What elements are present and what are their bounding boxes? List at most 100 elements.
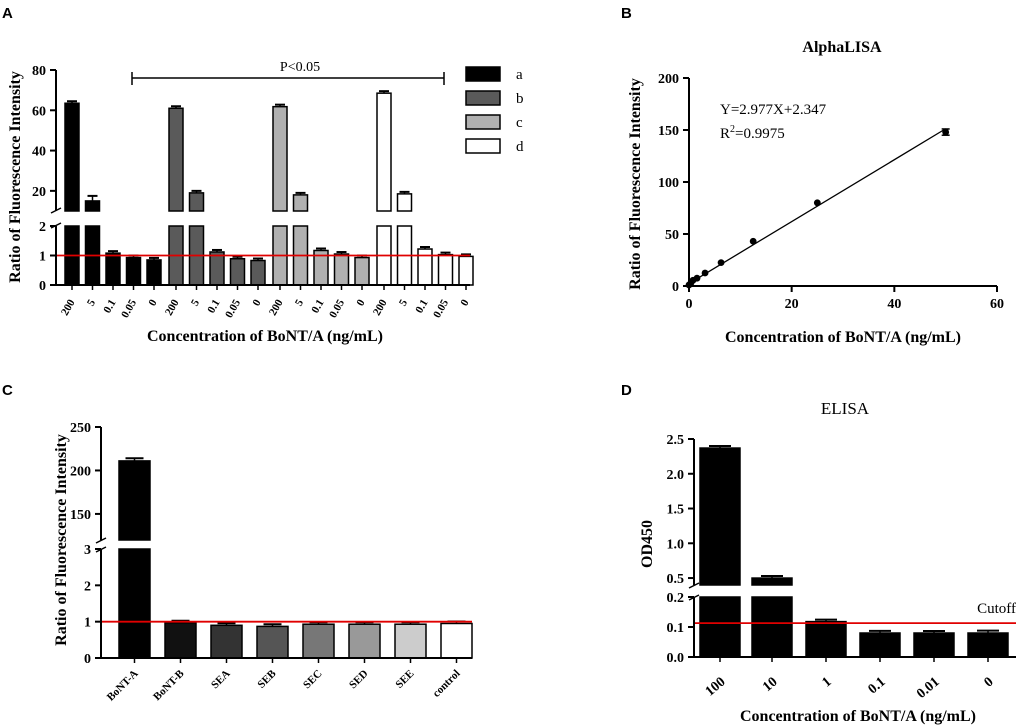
bar-a-a-2 <box>105 252 121 286</box>
bar-c-3 <box>256 625 289 659</box>
bar-d-0-lower <box>699 596 741 658</box>
y-tick-label-d-2.5: 2.5 <box>667 433 685 448</box>
r-squared-prefix-b: R <box>720 126 730 142</box>
x-tick-label-a-d-0: 200 <box>371 297 390 318</box>
x-tick-label-d-5: 0 <box>982 675 997 691</box>
bar-c-2 <box>210 624 243 659</box>
x-tick-label-a-a-3: 0.05 <box>119 297 139 320</box>
bar-a-b-2 <box>209 251 225 286</box>
equation-b: Y=2.977X+2.347 <box>720 102 827 118</box>
data-point-b-8 <box>942 128 950 136</box>
bar-c-1 <box>164 622 197 659</box>
bar-c-5 <box>348 623 381 659</box>
legend-label-b: b <box>516 91 524 107</box>
y-tick-label-c-0: 0 <box>84 652 91 667</box>
bar-a-a-0-upper <box>64 102 80 212</box>
bar-a-b-0-upper <box>168 107 184 212</box>
y-axis-title-d: OD450 <box>639 520 656 568</box>
x-tick-label-a-c-4: 0 <box>354 297 367 308</box>
x-tick-label-b-20: 20 <box>785 297 799 312</box>
x-tick-label-c-7: control <box>431 668 463 700</box>
legend-label-a: a <box>516 67 523 83</box>
y-tick-label-b-50: 50 <box>665 228 679 243</box>
bar-a-a-1-upper <box>84 200 101 212</box>
y-tick-label-a-2: 2 <box>39 220 46 235</box>
bar-a-d-0-upper <box>376 92 392 212</box>
x-tick-label-a-b-0: 200 <box>163 297 182 318</box>
bar-d-1-lower <box>751 596 793 658</box>
y-tick-label-a-60: 60 <box>32 104 46 119</box>
x-tick-label-b-40: 40 <box>887 297 901 312</box>
axis-break-mark-d-1 <box>688 582 700 589</box>
bar-d-3 <box>859 632 901 658</box>
axis-break-mark-c-1 <box>95 537 107 544</box>
x-tick-label-a-b-3: 0.05 <box>223 297 243 320</box>
y-axis-title-a: Ratio of Fluorescence Intensity <box>7 71 24 283</box>
bar-c-4 <box>302 623 335 659</box>
x-tick-label-a-d-1: 5 <box>397 297 410 308</box>
legend-swatch-c <box>465 114 501 130</box>
y-tick-label-d-1.5: 1.5 <box>667 503 685 518</box>
y-tick-label-a-80: 80 <box>32 64 46 79</box>
axis-break-mark-a-1 <box>50 207 62 214</box>
y-tick-label-c-200: 200 <box>70 464 91 479</box>
bar-d-0-upper <box>699 447 741 586</box>
bar-a-b-3 <box>229 257 246 286</box>
bar-a-b-1-upper <box>188 192 205 212</box>
y-tick-label-a-0: 0 <box>39 279 46 294</box>
data-point-b-5 <box>717 259 725 266</box>
bar-d-1-upper <box>751 577 793 586</box>
x-tick-label-a-c-1: 5 <box>293 297 306 308</box>
bar-c-6 <box>394 623 427 659</box>
r-squared-b: R2=0.9975 <box>720 124 785 142</box>
legend-label-c: c <box>516 115 523 131</box>
y-tick-label-d-0.2: 0.2 <box>667 591 685 606</box>
y-tick-label-d-1.0: 1.0 <box>667 537 685 552</box>
x-tick-label-a-d-3: 0.05 <box>431 297 451 320</box>
x-tick-label-a-a-1: 5 <box>85 297 98 308</box>
y-tick-label-c-150: 150 <box>70 508 91 523</box>
x-axis-title-d: Concentration of BoNT/A (ng/mL) <box>740 708 976 725</box>
bar-a-c-1-upper <box>292 194 309 212</box>
y-axis-title-c: Ratio of Fluorescence Intensity <box>53 434 70 646</box>
panel-letter-d: D <box>621 382 632 399</box>
x-tick-label-d-0: 100 <box>703 675 729 700</box>
y-tick-label-c-250: 250 <box>70 421 91 436</box>
x-tick-label-a-c-2: 0.1 <box>309 298 326 316</box>
bar-c-7 <box>440 622 473 659</box>
y-tick-label-c-1: 1 <box>84 616 91 631</box>
x-tick-label-a-d-2: 0.1 <box>413 298 430 316</box>
bar-d-5 <box>967 632 1009 658</box>
bar-a-d-3 <box>437 253 454 286</box>
chart-d: 100 10 1 0.1 0.01 0 Cutoff 0.0 0.1 0.2 0.5 1.0 1.5 2.… <box>639 399 1016 725</box>
bar-a-c-0-upper <box>272 105 288 212</box>
y-axis-title-b: Ratio of Fluorescence Intensity <box>627 78 644 290</box>
y-tick-label-d-0.5: 0.5 <box>667 572 685 587</box>
x-tick-label-b-60: 60 <box>990 297 1004 312</box>
bar-a-a-4 <box>146 259 162 286</box>
y-tick-label-b-150: 150 <box>658 124 679 139</box>
x-tick-label-a-a-2: 0.1 <box>101 298 118 316</box>
x-axis-title-b: Concentration of BoNT/A (ng/mL) <box>725 329 961 346</box>
bar-c-0-lower <box>118 548 151 659</box>
legend-swatch-a <box>465 66 501 82</box>
x-tick-label-d-3: 0.1 <box>866 675 889 698</box>
legend-swatch-b <box>465 90 501 106</box>
panel-letter-b: B <box>621 5 632 22</box>
bar-a-b-4 <box>250 259 266 286</box>
y-tick-label-c-2: 2 <box>84 579 91 594</box>
x-tick-label-c-0: BoNT-A <box>105 668 141 704</box>
cutoff-label-d: Cutoff <box>977 601 1016 617</box>
x-tick-label-d-4: 0.01 <box>914 675 942 702</box>
legend-swatch-d <box>465 138 501 154</box>
x-tick-label-a-d-4: 0 <box>458 297 471 308</box>
bar-d-2 <box>805 620 847 658</box>
x-tick-label-a-a-4: 0 <box>146 297 159 308</box>
panel-letter-a: A <box>2 5 13 22</box>
x-tick-label-c-3: SEB <box>255 667 279 691</box>
chart-title-d: ELISA <box>821 399 870 418</box>
y-tick-label-a-20: 20 <box>32 185 46 200</box>
r-squared-value-b: =0.9975 <box>735 126 785 142</box>
